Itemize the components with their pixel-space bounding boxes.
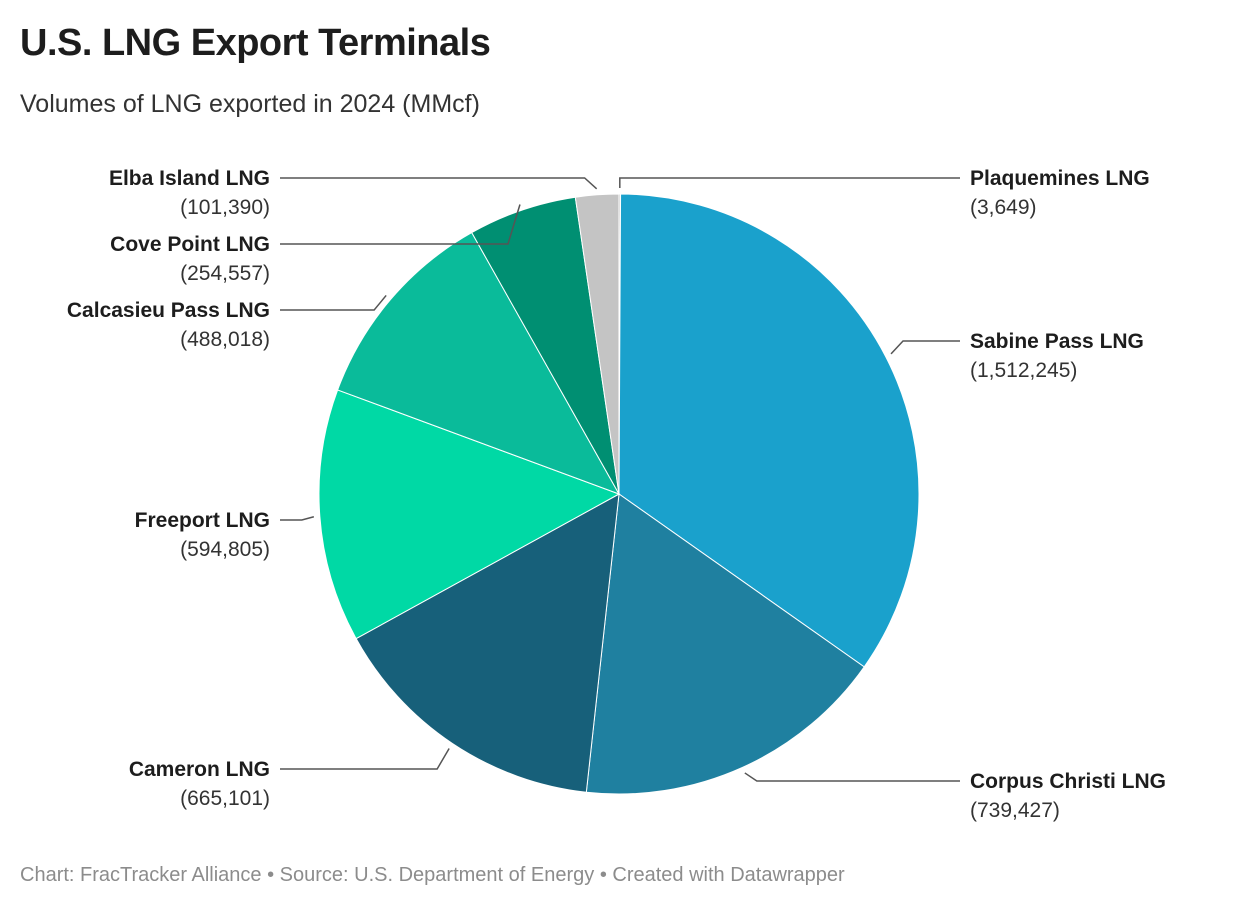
label-connector-7 <box>280 177 598 190</box>
slice-label-7: Elba Island LNG <box>109 167 270 190</box>
slice-label-3: Cameron LNG <box>129 758 270 781</box>
slice-value-3: (665,101) <box>180 787 270 810</box>
pie-slice-2 <box>585 493 865 795</box>
slice-label-4: Freeport LNG <box>135 509 270 532</box>
slice-value-2: (739,427) <box>970 799 1060 822</box>
slice-value-6: (254,557) <box>180 262 270 285</box>
slice-label-0: Plaquemines LNG <box>970 167 1150 190</box>
label-connector-0 <box>619 177 960 189</box>
label-connector-5 <box>280 294 387 311</box>
chart-subtitle: Volumes of LNG exported in 2024 (MMcf) <box>20 90 480 118</box>
pie-slice-3 <box>355 493 620 793</box>
slice-label-1: Sabine Pass LNG <box>970 330 1144 353</box>
slice-value-5: (488,018) <box>180 328 270 351</box>
label-connector-3 <box>280 748 450 770</box>
pie-slice-1 <box>618 193 920 668</box>
slice-label-6: Cove Point LNG <box>110 233 270 256</box>
pie-slice-7 <box>574 193 620 495</box>
pie-slice-4 <box>318 389 621 640</box>
label-connector-6 <box>280 204 521 245</box>
slice-value-1: (1,512,245) <box>970 359 1077 382</box>
slice-label-2: Corpus Christi LNG <box>970 770 1166 793</box>
label-connector-1 <box>890 340 960 355</box>
label-connector-2 <box>744 772 960 782</box>
slice-label-5: Calcasieu Pass LNG <box>67 299 270 322</box>
chart-footer: Chart: FracTracker Alliance • Source: U.… <box>20 864 845 886</box>
pie-slice-5 <box>336 231 621 495</box>
slice-value-7: (101,390) <box>180 196 270 219</box>
chart-title: U.S. LNG Export Terminals <box>20 22 491 64</box>
label-connector-4 <box>280 516 315 521</box>
slice-value-4: (594,805) <box>180 538 270 561</box>
slice-value-0: (3,649) <box>970 196 1037 219</box>
